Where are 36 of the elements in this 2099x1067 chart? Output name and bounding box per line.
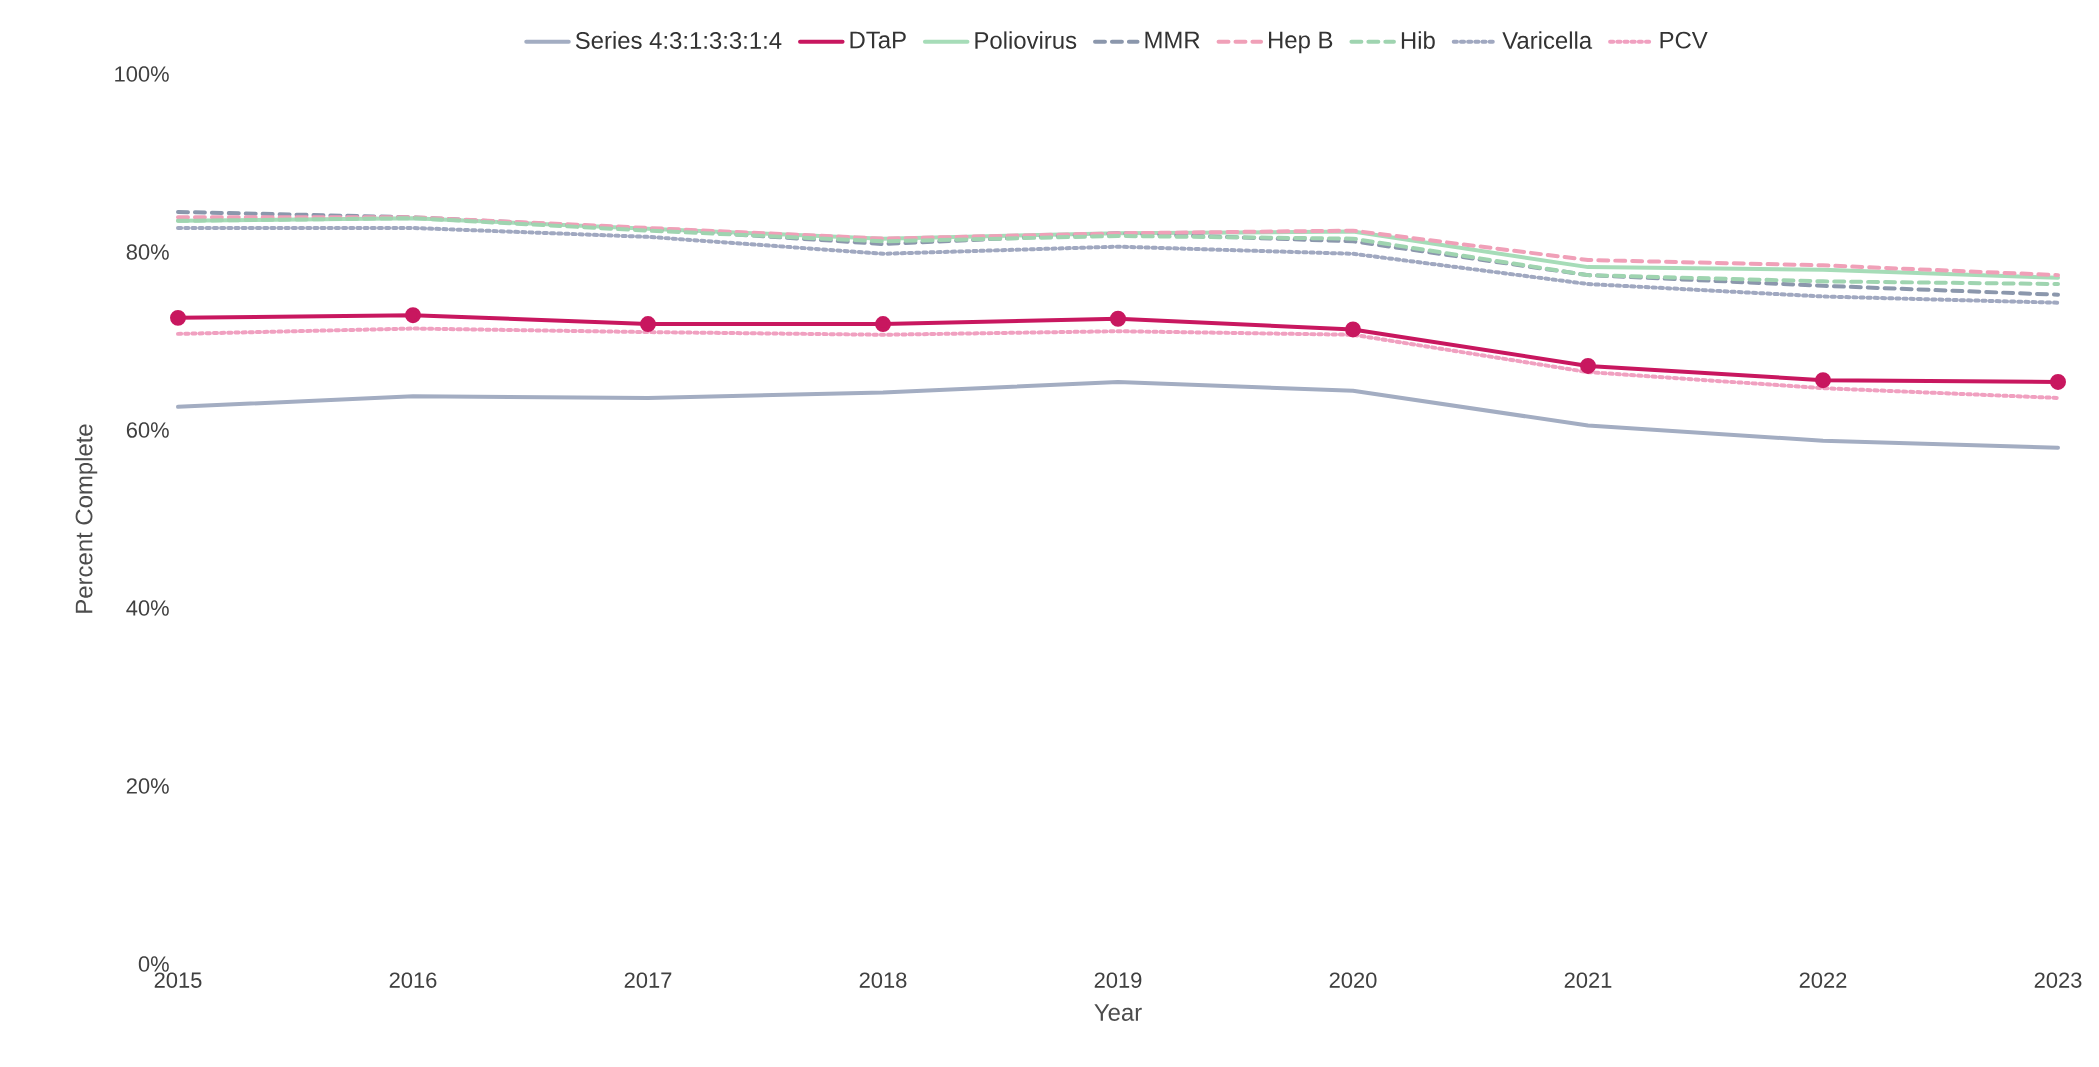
x-axis-title: Year — [1094, 1004, 1142, 1021]
legend-label: Hep B — [1269, 31, 1333, 54]
legend-label: PCV — [1660, 31, 1708, 49]
legend-label: Varicella — [1502, 31, 1593, 49]
point — [170, 309, 186, 326]
point — [1345, 321, 1361, 338]
legend-label: MMR — [1145, 31, 1200, 49]
legend-label: Poliovirus — [975, 31, 1077, 49]
y-tick-label: 40% — [126, 600, 169, 616]
y-tick-label: 60% — [126, 422, 169, 438]
legend-label: DTaP — [850, 31, 906, 49]
point — [405, 307, 421, 324]
x-tick-label: 2021 — [1564, 972, 1612, 988]
x-tick-label: 2023 — [2034, 972, 2082, 988]
point — [640, 316, 656, 333]
y-tick-label: 100% — [115, 66, 169, 82]
legend-label: Hib — [1401, 31, 1435, 49]
y-tick-label: 80% — [126, 244, 169, 260]
point — [2050, 373, 2066, 390]
point — [875, 316, 891, 333]
point — [1580, 357, 1596, 374]
x-tick-label: 2019 — [1094, 972, 1142, 988]
line-series — [176, 225, 2061, 305]
x-tick-label: 2015 — [154, 972, 202, 988]
line-series — [176, 379, 2061, 450]
point — [1110, 310, 1126, 327]
y-tick-label: 0% — [138, 956, 169, 972]
x-tick-label: 2020 — [1329, 972, 1377, 988]
legend-label: Series 4:3:1:3:3:1:4 — [575, 31, 782, 49]
y-axis-title: Percent Complete — [74, 424, 98, 613]
x-tick-label: 2016 — [389, 972, 437, 988]
y-tick-label: 20% — [126, 778, 169, 794]
x-tick-label: 2022 — [1799, 972, 1847, 988]
x-tick-label: 2018 — [859, 972, 907, 988]
x-tick-label: 2017 — [624, 972, 672, 988]
point — [1815, 372, 1831, 389]
